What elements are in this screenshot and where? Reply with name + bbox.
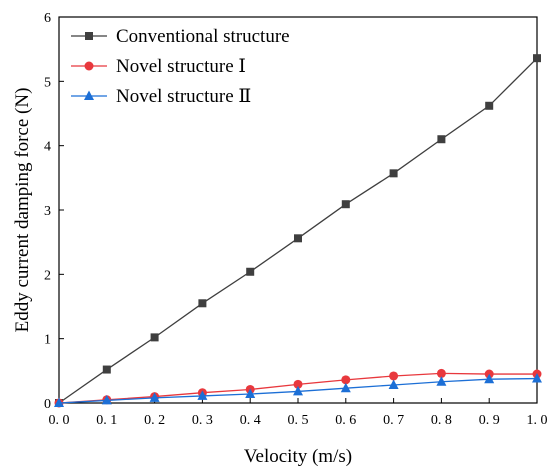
- data-point: [294, 234, 302, 243]
- x-tick-label: 0. 6: [335, 413, 356, 428]
- y-axis-ticks: 0 1 2 3 4 5 6: [44, 11, 64, 412]
- data-point: [54, 397, 64, 407]
- x-tick-label: 0. 8: [431, 413, 452, 428]
- legend: Conventional structure Novel structure Ⅰ N…: [71, 26, 290, 107]
- legend-marker: [84, 90, 94, 100]
- series-layer: [54, 54, 542, 408]
- y-tick-label: 3: [44, 204, 51, 219]
- y-tick-label: 0: [44, 397, 51, 412]
- data-point: [436, 368, 446, 378]
- series-line: [58, 57, 538, 404]
- data-point: [197, 390, 208, 400]
- y-tick-label: 4: [44, 140, 51, 155]
- data-point: [436, 376, 447, 386]
- data-point: [389, 371, 399, 381]
- data-point: [388, 379, 399, 389]
- x-tick-label: 0. 1: [96, 413, 117, 428]
- x-axis-title: Velocity (m/s): [244, 446, 352, 467]
- x-tick-label: 0. 2: [144, 413, 165, 428]
- data-point: [246, 267, 255, 276]
- x-tick-label: 0. 9: [479, 413, 500, 428]
- data-point: [149, 392, 160, 402]
- legend-label: Conventional structure: [116, 26, 290, 47]
- legend-marker: [85, 32, 93, 40]
- data-point: [341, 375, 351, 385]
- y-tick-label: 6: [44, 11, 51, 26]
- data-point: [389, 169, 398, 178]
- data-point: [340, 382, 351, 393]
- data-point: [485, 101, 494, 110]
- x-tick-label: 0. 7: [383, 413, 404, 428]
- series-1: [55, 54, 541, 407]
- y-axis-title: Eddy current damping force (N): [12, 88, 33, 333]
- data-point: [101, 394, 112, 405]
- y-tick-label: 5: [44, 75, 51, 90]
- legend-item: Novel structure Ⅰ: [71, 56, 246, 77]
- legend-marker: [84, 61, 94, 71]
- data-point: [532, 373, 542, 383]
- legend-label: Novel structure Ⅰ: [116, 56, 246, 77]
- data-point: [102, 365, 111, 374]
- data-point: [341, 200, 350, 209]
- legend-label: Novel structure Ⅱ: [116, 86, 251, 107]
- y-tick-label: 1: [44, 333, 51, 348]
- legend-item: Conventional structure: [71, 26, 290, 47]
- series-3: [54, 373, 542, 407]
- legend-item: Novel structure Ⅱ: [71, 86, 251, 107]
- x-tick-label: 0. 0: [49, 413, 70, 428]
- data-point: [484, 373, 495, 384]
- x-axis-ticks: 0. 0 0. 1 0. 2 0. 3 0. 4 0. 5 0. 6 0. 7 0. 8 0. 9…: [49, 398, 548, 428]
- data-point: [293, 385, 303, 396]
- y-tick-label: 2: [44, 268, 51, 283]
- data-point: [245, 388, 256, 398]
- data-point: [293, 379, 303, 389]
- x-tick-label: 1. 0: [527, 413, 548, 428]
- x-tick-label: 0. 4: [240, 413, 261, 428]
- data-point: [533, 54, 541, 63]
- x-tick-label: 0. 5: [288, 413, 309, 428]
- data-point: [198, 299, 207, 308]
- data-point: [150, 333, 159, 342]
- data-point: [437, 135, 446, 144]
- x-tick-label: 0. 3: [192, 413, 213, 428]
